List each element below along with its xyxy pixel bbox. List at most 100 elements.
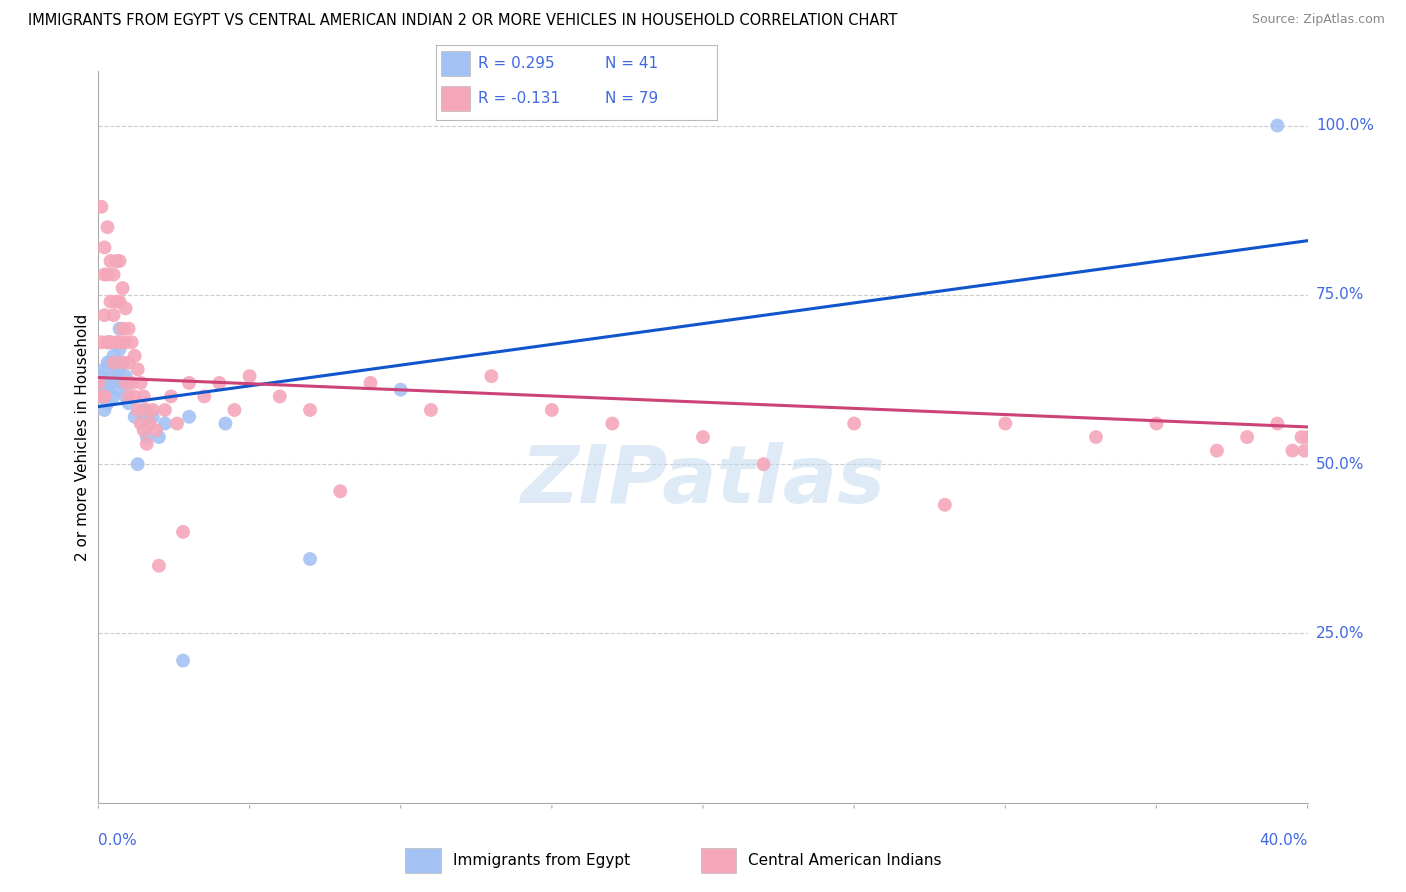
Point (1236, 430, 1258, 444)
Text: Central American Indians: Central American Indians (748, 854, 942, 868)
Point (118, 396, 141, 410)
Text: R = 0.295: R = 0.295 (478, 56, 554, 71)
Point (105, 294, 128, 309)
Bar (441, 86, 470, 112)
Point (602, 417, 624, 431)
Point (121, 376, 143, 390)
Point (135, 403, 157, 417)
Point (118, 355, 141, 369)
Point (114, 335, 136, 350)
Point (540, 403, 562, 417)
Point (96, 335, 118, 350)
Point (1291, 430, 1313, 444)
Text: 25.0%: 25.0% (1316, 626, 1364, 641)
Y-axis label: 2 or more Vehicles in Household: 2 or more Vehicles in Household (75, 313, 90, 561)
Point (148, 430, 170, 444)
Point (103, 308, 125, 322)
Point (142, 409, 165, 424)
Point (108, 294, 131, 309)
Point (153, 417, 176, 431)
Bar (405, 848, 441, 873)
Point (111, 322, 134, 336)
Point (114, 389, 136, 403)
Point (124, 349, 146, 363)
Point (160, 389, 183, 403)
Point (135, 430, 157, 444)
Text: 0.0%: 0.0% (98, 833, 138, 848)
Point (132, 403, 155, 417)
Text: Immigrants from Egypt: Immigrants from Egypt (453, 854, 630, 868)
Point (299, 403, 322, 417)
Text: N = 79: N = 79 (605, 91, 658, 106)
Point (139, 417, 162, 431)
Point (172, 654, 194, 668)
Text: ZIPatlas: ZIPatlas (520, 442, 886, 520)
Point (692, 430, 714, 444)
Point (96, 220, 118, 235)
Point (145, 423, 167, 437)
Point (1144, 417, 1167, 431)
Point (96, 376, 118, 390)
Point (118, 322, 141, 336)
Point (329, 484, 352, 499)
Point (114, 301, 136, 316)
Point (752, 457, 775, 471)
Bar (441, 51, 470, 77)
Point (105, 335, 128, 350)
Point (96, 396, 118, 410)
Point (103, 355, 125, 369)
Point (114, 376, 136, 390)
Point (177, 409, 201, 424)
Point (111, 376, 134, 390)
Point (93, 268, 115, 282)
Point (208, 376, 231, 390)
Point (224, 403, 246, 417)
Point (93, 383, 115, 397)
Point (127, 457, 149, 471)
Point (100, 335, 122, 350)
Point (87, 376, 110, 390)
Point (108, 254, 131, 268)
Point (148, 558, 170, 573)
Point (100, 254, 122, 268)
Point (90, 369, 112, 384)
Point (93, 240, 115, 254)
Point (90, 389, 112, 403)
Point (90, 335, 112, 350)
Point (360, 376, 382, 390)
Point (118, 376, 141, 390)
Point (100, 376, 122, 390)
Point (103, 389, 125, 403)
Point (172, 524, 194, 539)
Point (87, 389, 110, 403)
Point (1265, 417, 1288, 431)
Point (93, 389, 115, 403)
Point (124, 389, 146, 403)
Point (129, 376, 152, 390)
Point (100, 335, 122, 350)
Point (994, 417, 1017, 431)
Point (193, 389, 215, 403)
Point (389, 383, 412, 397)
Point (127, 362, 149, 376)
Point (135, 409, 157, 424)
Point (100, 294, 122, 309)
Point (1281, 443, 1303, 458)
Point (127, 403, 149, 417)
Point (111, 281, 134, 295)
Point (177, 376, 201, 390)
Point (93, 308, 115, 322)
Point (108, 322, 131, 336)
Point (844, 417, 866, 431)
Point (124, 409, 146, 424)
Point (111, 355, 134, 369)
Point (934, 498, 956, 512)
Text: Source: ZipAtlas.com: Source: ZipAtlas.com (1251, 13, 1385, 27)
Point (1294, 443, 1316, 458)
Point (93, 362, 115, 376)
Point (132, 389, 155, 403)
Point (121, 335, 143, 350)
Point (103, 268, 125, 282)
Point (118, 389, 141, 403)
Point (1085, 430, 1108, 444)
